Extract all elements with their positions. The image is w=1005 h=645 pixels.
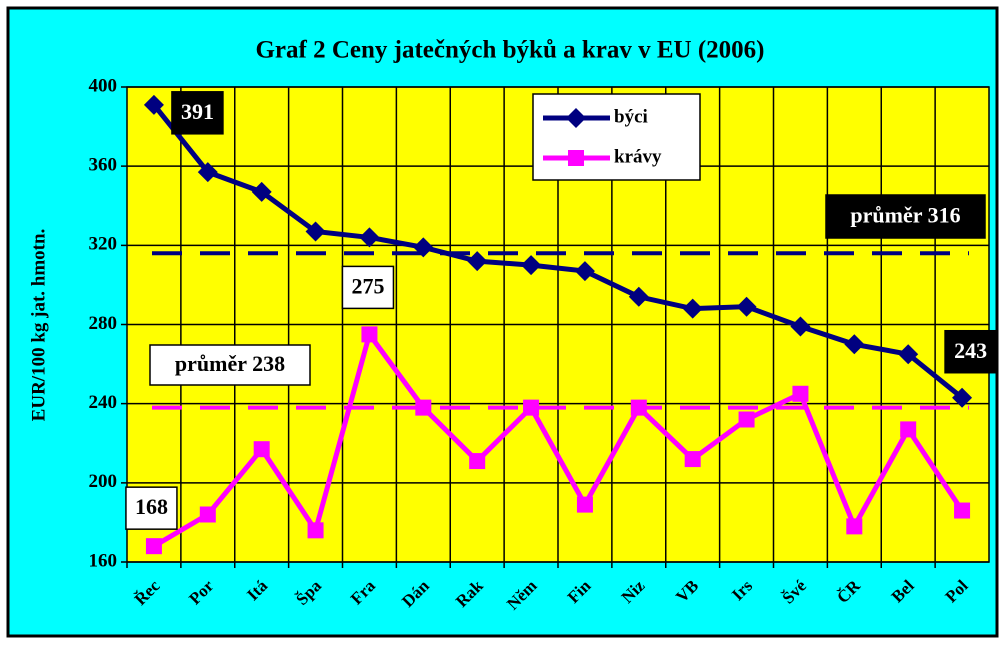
point bbox=[305, 221, 326, 242]
point bbox=[684, 451, 701, 468]
reference-label-box bbox=[149, 344, 311, 386]
point bbox=[197, 162, 218, 183]
series-line bbox=[151, 103, 964, 400]
legend-box bbox=[532, 93, 701, 181]
legend-label: býci bbox=[614, 106, 648, 127]
point bbox=[307, 522, 324, 539]
point bbox=[143, 94, 164, 115]
data-label: 168 bbox=[135, 494, 168, 519]
reference-label: průměr 316 bbox=[850, 203, 960, 228]
data-label-box bbox=[944, 329, 997, 374]
y-tick-label: 280 bbox=[89, 313, 118, 334]
data-label: 275 bbox=[351, 273, 384, 298]
y-tick-label: 200 bbox=[89, 471, 118, 492]
point bbox=[952, 387, 973, 408]
series-line bbox=[152, 328, 965, 549]
point bbox=[844, 334, 865, 355]
point bbox=[415, 399, 432, 416]
point bbox=[253, 441, 270, 458]
y-tick-label: 320 bbox=[89, 234, 118, 255]
data-label: 391 bbox=[181, 99, 214, 124]
point bbox=[523, 399, 540, 416]
legend-label: krávy bbox=[614, 146, 662, 167]
point bbox=[898, 344, 919, 365]
point bbox=[900, 421, 917, 438]
y-tick-label: 160 bbox=[89, 550, 118, 571]
point bbox=[361, 326, 378, 343]
point bbox=[736, 296, 757, 317]
legend-marker bbox=[566, 108, 586, 128]
point bbox=[251, 181, 272, 202]
legend-marker bbox=[568, 150, 584, 166]
point bbox=[469, 453, 486, 470]
point bbox=[846, 518, 863, 535]
chart-title: Graf 2 Ceny jatečných býků a krav v EU (… bbox=[255, 37, 764, 64]
y-tick-label: 360 bbox=[89, 155, 118, 176]
point bbox=[359, 227, 380, 248]
point bbox=[576, 496, 593, 513]
data-label-box bbox=[171, 91, 224, 135]
y-tick-label: 400 bbox=[89, 75, 118, 96]
point bbox=[467, 251, 488, 272]
point bbox=[413, 237, 434, 258]
point bbox=[199, 506, 216, 523]
data-label-box bbox=[341, 265, 395, 310]
reference-label-box bbox=[825, 194, 986, 239]
point bbox=[630, 399, 647, 416]
point bbox=[574, 261, 595, 282]
point bbox=[145, 538, 162, 555]
point bbox=[954, 502, 971, 519]
y-axis-label: EUR/100 kg jat. hmotn. bbox=[28, 229, 49, 422]
data-label-box bbox=[125, 486, 178, 530]
point bbox=[682, 298, 703, 319]
point bbox=[628, 286, 649, 307]
point bbox=[790, 316, 811, 337]
point bbox=[521, 255, 542, 276]
point bbox=[738, 411, 755, 428]
reference-label: průměr 238 bbox=[175, 351, 285, 376]
legend: býci krávy bbox=[532, 93, 701, 181]
data-label: 243 bbox=[954, 338, 987, 363]
point bbox=[792, 385, 809, 402]
y-tick-label: 240 bbox=[89, 392, 118, 413]
